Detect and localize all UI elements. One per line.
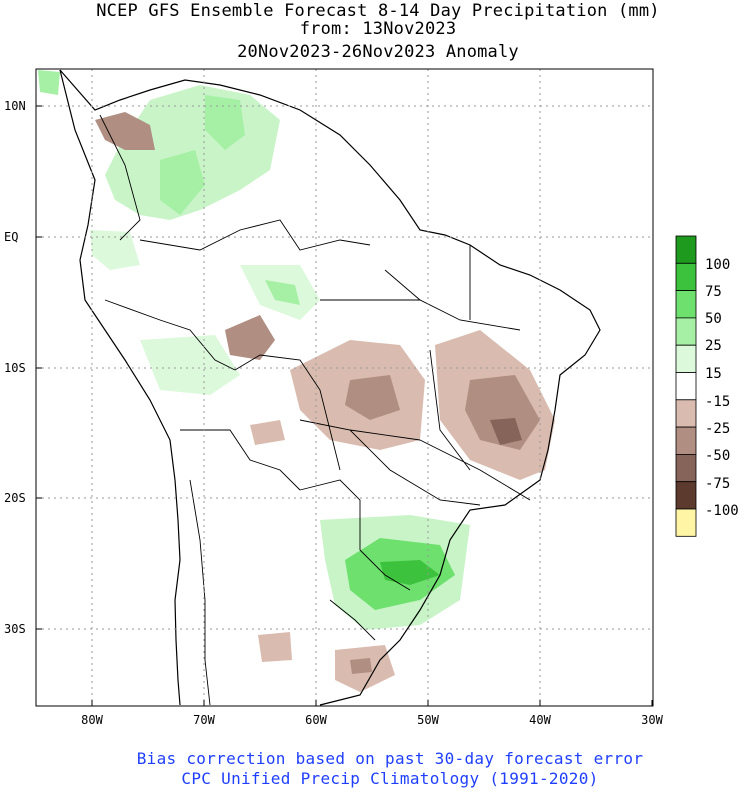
dry-anomaly-argentina (258, 632, 292, 662)
border-bolivia-chile (180, 429, 301, 491)
legend-swatch-10 (675, 508, 697, 537)
wet-anomaly-venezuela-core2 (205, 95, 245, 150)
wet-anomaly-amazon-core (265, 280, 300, 305)
legend-swatch-7 (675, 426, 697, 455)
border-argentina-brazil (359, 549, 411, 591)
lon-label-60w: 60W (305, 713, 327, 727)
legend-swatch-3 (675, 317, 697, 346)
legend-label-neg100: -100 (705, 503, 739, 519)
wet-anomaly-peru (140, 335, 240, 395)
lon-label-40w: 40W (529, 713, 551, 727)
border-venezuela-colombia (99, 114, 141, 241)
legend-swatch-6 (675, 399, 697, 428)
brazil-states-borders (299, 245, 531, 506)
wet-anomaly-north (38, 70, 60, 95)
chart-subtitle-from: from: 13Nov2023 (299, 19, 457, 39)
footer-bias-note: Bias correction based on past 30-day for… (136, 749, 644, 768)
lat-label-20s: 20S (4, 491, 26, 505)
coastline-layer (59, 69, 601, 706)
border-peru-brazil (104, 299, 261, 371)
legend-swatch-0 (675, 235, 697, 264)
legend-label-15: 15 (705, 366, 722, 382)
legend-label-100: 100 (705, 257, 731, 273)
chart-title: NCEP GFS Ensemble Forecast 8-14 Day Prec… (96, 1, 660, 21)
south-america-coastline (59, 69, 601, 706)
wet-anomaly-south-brazil-peak (380, 560, 440, 585)
dry-anomaly-bolivia (250, 420, 285, 445)
lat-label-eq: EQ (4, 230, 19, 244)
legend-swatch-1 (675, 262, 697, 291)
lon-label-80w: 80W (81, 713, 103, 727)
legend-colorbar (675, 235, 697, 537)
border-bolivia-brazil (259, 354, 341, 471)
footer-climatology-note: CPC Unified Precip Climatology (1991-202… (181, 769, 599, 788)
legend-swatch-9 (675, 481, 697, 510)
dry-anomaly-central-amazon (225, 315, 275, 360)
country-borders-layer (99, 114, 531, 706)
lat-label-10n: 10N (4, 99, 26, 113)
dry-anomaly-bahia-core (465, 375, 540, 450)
legend-label-25: 25 (705, 338, 722, 354)
lat-label-10s: 10S (4, 361, 26, 375)
legend-label-neg15: -15 (705, 394, 731, 410)
precip-anomaly-layer (38, 70, 555, 692)
legend-swatch-8 (675, 453, 697, 483)
lat-label-30s: 30S (4, 622, 26, 636)
legend-label-50: 50 (705, 311, 722, 327)
lon-label-30w: 30W (641, 713, 663, 727)
dry-anomaly-bahia-peak (490, 418, 522, 445)
wet-anomaly-venezuela-core (160, 150, 205, 215)
legend-label-neg50: -50 (705, 448, 731, 464)
axis-ticks (36, 105, 653, 706)
border-argentina-uruguay (329, 599, 376, 641)
legend-swatch-2 (675, 290, 697, 319)
lon-label-70w: 70W (193, 713, 215, 727)
legend-swatch-4 (675, 344, 697, 373)
legend-label-neg25: -25 (705, 421, 731, 437)
wet-anomaly-colombia (90, 230, 140, 270)
map-frame (35, 68, 654, 707)
lon-label-50w: 50W (417, 713, 439, 727)
border-chile-argentina (189, 479, 211, 706)
chart-subtitle-period: 20Nov2023-26Nov2023 Anomaly (237, 42, 519, 62)
legend-label-neg75: -75 (705, 476, 731, 492)
map-grid (36, 69, 653, 706)
dry-anomaly-mato-grosso-core (345, 375, 400, 420)
dry-anomaly-uruguay-core (350, 658, 372, 674)
legend-label-75: 75 (705, 284, 722, 300)
legend-swatch-5 (675, 372, 697, 401)
dry-anomaly-panama (95, 112, 155, 150)
border-paraguay-brazil (299, 479, 361, 550)
border-brazil-north (139, 219, 371, 251)
